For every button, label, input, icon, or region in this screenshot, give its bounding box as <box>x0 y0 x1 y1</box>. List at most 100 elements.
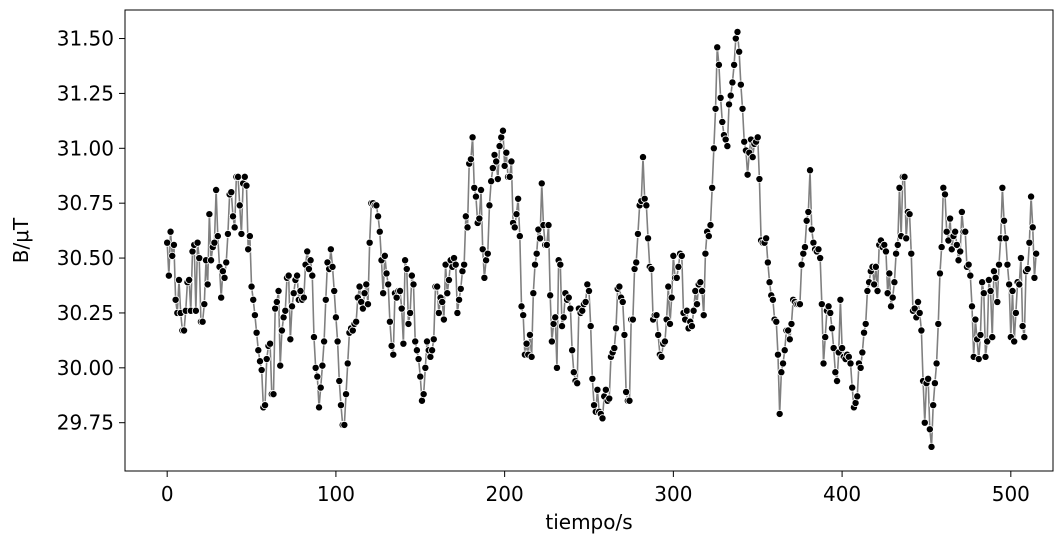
data-point <box>250 311 259 320</box>
data-point <box>935 269 944 278</box>
data-point <box>704 232 713 241</box>
data-point <box>797 260 806 269</box>
y-tick-label: 30.50 <box>57 246 114 270</box>
data-point <box>362 280 371 289</box>
data-point <box>861 319 870 328</box>
x-tick-label: 100 <box>317 482 355 506</box>
data-point <box>536 234 545 243</box>
data-point <box>168 251 177 260</box>
data-point <box>951 227 960 236</box>
data-point <box>988 333 997 342</box>
data-point <box>915 308 924 317</box>
data-point <box>487 177 496 186</box>
data-point <box>372 201 381 210</box>
data-point <box>1018 322 1027 331</box>
data-point <box>288 302 297 311</box>
data-point <box>978 278 987 287</box>
data-point <box>331 313 340 322</box>
data-point <box>507 157 516 166</box>
data-point <box>200 300 209 309</box>
data-point <box>740 137 749 146</box>
data-point <box>807 225 816 234</box>
data-point <box>261 401 270 410</box>
data-point <box>546 291 555 300</box>
data-point <box>905 210 914 219</box>
data-point <box>961 227 970 236</box>
x-tick-label: 0 <box>161 482 174 506</box>
data-point <box>412 346 421 355</box>
data-point <box>220 273 229 282</box>
data-point <box>779 359 788 368</box>
data-point <box>920 418 929 427</box>
data-point <box>185 276 194 285</box>
data-point <box>642 201 651 210</box>
data-point <box>821 333 830 342</box>
data-point <box>853 392 862 401</box>
data-point <box>581 297 590 306</box>
data-point <box>358 304 367 313</box>
data-point <box>281 306 290 315</box>
data-point <box>227 188 236 197</box>
data-point <box>615 282 624 291</box>
data-point <box>831 368 840 377</box>
data-point <box>890 278 899 287</box>
data-point <box>355 282 364 291</box>
data-point <box>552 363 561 372</box>
data-point <box>937 243 946 252</box>
data-point <box>193 238 202 247</box>
data-point <box>836 295 845 304</box>
data-point <box>409 280 418 289</box>
data-point <box>633 229 642 238</box>
data-point <box>979 289 988 298</box>
data-point <box>525 330 534 339</box>
data-point <box>989 267 998 276</box>
data-point <box>271 304 280 313</box>
data-point <box>851 398 860 407</box>
data-point <box>689 306 698 315</box>
data-point <box>340 420 349 429</box>
data-point <box>315 403 324 412</box>
data-point <box>991 273 1000 282</box>
data-point <box>1015 280 1024 289</box>
data-point <box>802 216 811 225</box>
data-point <box>804 207 813 216</box>
data-point <box>404 319 413 328</box>
data-point <box>534 225 543 234</box>
data-point <box>407 271 416 280</box>
data-point <box>180 326 189 335</box>
data-point <box>468 133 477 142</box>
data-point <box>434 308 443 317</box>
data-point <box>827 324 836 333</box>
data-point <box>910 304 919 313</box>
data-point <box>396 286 405 295</box>
data-point <box>817 300 826 309</box>
data-point <box>482 256 491 265</box>
data-point <box>414 355 423 364</box>
data-point <box>1025 238 1034 247</box>
data-point <box>330 286 339 295</box>
data-point <box>374 212 383 221</box>
data-point <box>385 317 394 326</box>
data-point <box>733 27 742 36</box>
data-point <box>1005 280 1014 289</box>
data-point <box>218 267 227 276</box>
data-point <box>983 337 992 346</box>
data-point <box>944 236 953 245</box>
data-point <box>947 245 956 254</box>
data-point <box>585 286 594 295</box>
data-point <box>257 366 266 375</box>
x-tick-label: 200 <box>486 482 524 506</box>
data-point <box>234 172 243 181</box>
data-point <box>336 401 345 410</box>
data-point <box>252 328 261 337</box>
data-point <box>384 280 393 289</box>
data-point <box>564 293 573 302</box>
data-point <box>942 227 951 236</box>
data-point <box>706 221 715 230</box>
data-point <box>773 350 782 359</box>
data-point <box>519 311 528 320</box>
data-point <box>691 286 700 295</box>
data-point <box>169 240 178 249</box>
data-point <box>228 212 237 221</box>
data-point <box>375 227 384 236</box>
